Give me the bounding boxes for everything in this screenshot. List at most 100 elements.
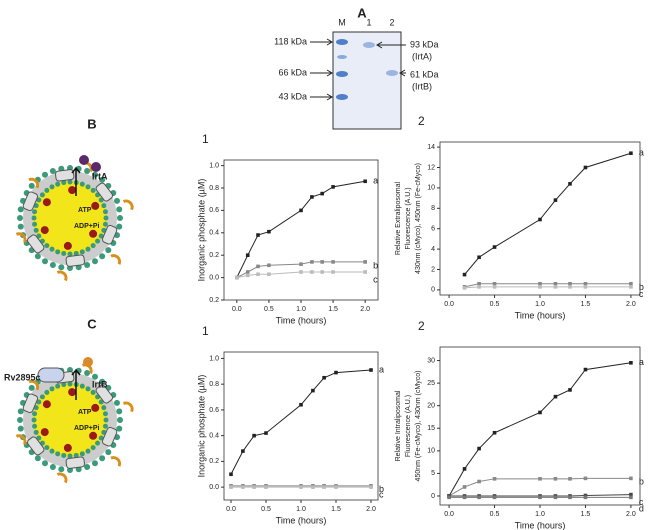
lipid-head <box>61 382 67 388</box>
data-point <box>492 430 497 435</box>
lipid-head <box>99 455 106 462</box>
y-tick-label: 0.2 <box>209 458 219 465</box>
nbd <box>91 403 100 412</box>
transporter <box>65 456 86 469</box>
data-point <box>477 446 481 451</box>
lipid-head <box>67 251 73 257</box>
data-point <box>553 495 558 500</box>
panel-label: B <box>87 116 96 131</box>
data-point <box>299 270 303 274</box>
y-tick-label: 15 <box>427 425 435 432</box>
lipid-head <box>90 445 96 451</box>
data-point <box>331 270 335 274</box>
lipid-head <box>49 168 56 175</box>
lipid-head <box>44 187 50 193</box>
y-axis-label: Fluorescence (A.U.) <box>405 187 412 249</box>
lipid-head <box>116 206 123 213</box>
lipid-head <box>85 184 91 190</box>
y-axis-label: 450nm (Fe-cMyco), 430nm (cMyco) <box>415 371 422 482</box>
data-point <box>583 165 588 170</box>
lipid-head <box>116 223 123 230</box>
data-point <box>629 495 633 500</box>
liposome <box>15 363 134 484</box>
data-point <box>311 485 315 489</box>
lipid-head <box>17 215 23 221</box>
data-point <box>583 285 588 289</box>
data-point <box>245 270 250 274</box>
series-label: b <box>639 282 644 292</box>
y-tick-label: 1.0 <box>209 162 219 169</box>
data-point <box>462 495 467 500</box>
data-point <box>538 410 542 415</box>
lipid-head <box>33 429 39 435</box>
lipid-head <box>101 405 107 411</box>
series-label: a <box>379 364 384 374</box>
data-point <box>229 485 233 489</box>
lipid-head <box>17 206 24 213</box>
x-axis-label: Time (hours) <box>515 520 566 530</box>
lipid-head <box>102 411 108 417</box>
lipid-head <box>105 247 112 254</box>
lipid-head <box>79 249 85 255</box>
adp-label: ADP+Pi <box>74 223 100 230</box>
y-tick-label: 10 <box>427 185 435 192</box>
series-label: b <box>639 477 644 487</box>
nbd <box>40 226 49 235</box>
data-point <box>477 285 481 289</box>
liposome <box>15 161 134 282</box>
lipid-head <box>90 389 96 395</box>
data-point <box>267 263 271 268</box>
loop <box>28 379 40 391</box>
nbd <box>42 400 51 409</box>
data-point <box>568 281 572 286</box>
panel-label: C <box>87 316 97 331</box>
marker-label: 66 kDa <box>278 67 307 77</box>
lipid-head <box>98 399 104 405</box>
lane-label: 2 <box>389 17 394 27</box>
nbd <box>91 201 100 210</box>
lipid-head <box>102 221 108 227</box>
data-point <box>311 388 315 393</box>
lipid-head <box>58 466 65 473</box>
y-tick-label: 25 <box>427 380 435 387</box>
series-label: c <box>639 289 644 299</box>
nbd <box>68 186 77 195</box>
data-point <box>629 281 633 286</box>
data-point <box>256 233 260 237</box>
lipid-head <box>85 246 91 252</box>
x-tick-label: 1.0 <box>535 511 545 518</box>
data-point <box>568 477 572 481</box>
lipid-head <box>32 411 38 417</box>
y-tick-label: 0.8 <box>209 185 219 192</box>
y-tick-label: 0.0 <box>209 274 219 281</box>
x-axis-label: Time (hours) <box>515 310 566 320</box>
data-point <box>583 493 588 498</box>
x-tick-label: 0.0 <box>232 306 242 313</box>
lane-label: 1 <box>366 17 371 27</box>
x-axis-label: Time (hours) <box>276 315 327 325</box>
lipid-head <box>17 425 24 432</box>
lipid-head <box>117 215 123 221</box>
lipid-head <box>28 384 35 391</box>
loop <box>122 401 134 413</box>
gel-band <box>386 70 398 76</box>
x-tick-label: 0.5 <box>261 506 271 513</box>
data-point <box>363 179 367 184</box>
lipid-head <box>36 399 42 405</box>
lipid-head <box>99 378 106 385</box>
series-label: a <box>639 357 644 367</box>
y-tick-label: 2 <box>431 266 435 273</box>
atp-label: ATP <box>78 409 92 416</box>
lipid-head <box>99 253 106 260</box>
y-tick-label: 0.2 <box>209 297 219 304</box>
x-tick-label: 2.0 <box>366 506 376 513</box>
lipid-head <box>85 386 91 392</box>
lipid-head <box>113 197 120 204</box>
transporter <box>95 182 114 202</box>
lipid-head <box>49 184 55 190</box>
y-axis-label: Relative Extraliposomal <box>395 181 402 255</box>
data-point <box>553 281 558 286</box>
lipid-head <box>49 246 55 252</box>
lipid-head <box>79 383 85 389</box>
y-tick-label: 10 <box>427 448 435 455</box>
